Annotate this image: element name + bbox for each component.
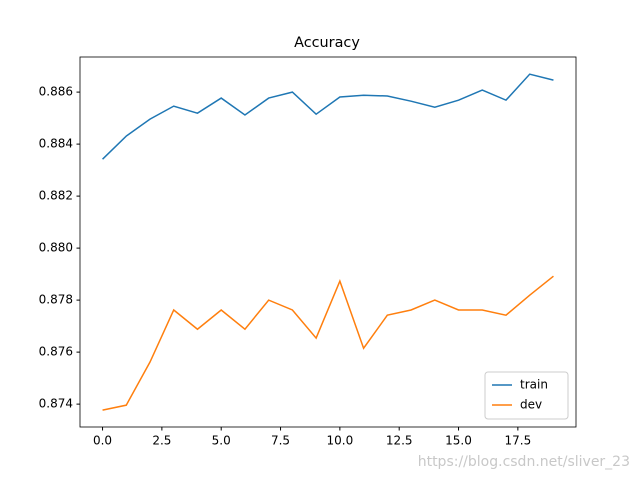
y-tick-label: 0.886 <box>39 85 73 99</box>
watermark: https://blog.csdn.net/sliver_23 <box>418 454 630 470</box>
chart-title: Accuracy <box>294 35 360 51</box>
legend-box <box>484 371 569 420</box>
x-tick-label: 5.0 <box>212 434 231 448</box>
y-tick-label: 0.882 <box>39 189 73 203</box>
y-tick-label: 0.874 <box>39 397 73 411</box>
legend-label: dev <box>520 398 542 412</box>
legend: train dev <box>484 371 569 420</box>
y-tick-label: 0.878 <box>39 293 73 307</box>
x-tick-label: 12.5 <box>386 434 413 448</box>
x-tick-label: 17.5 <box>504 434 531 448</box>
x-tick-label: 7.5 <box>271 434 290 448</box>
y-tick-label: 0.880 <box>39 241 73 255</box>
y-tick-label: 0.876 <box>39 345 73 359</box>
x-tick-label: 2.5 <box>152 434 171 448</box>
series-line <box>102 73 554 160</box>
y-tick-label: 0.884 <box>39 137 73 151</box>
series-line <box>102 275 554 411</box>
x-tick-label: 15.0 <box>445 434 472 448</box>
legend-label: train <box>520 378 548 392</box>
x-tick-label: 10.0 <box>327 434 354 448</box>
x-tick-label: 0.0 <box>93 434 112 448</box>
plot-frame <box>79 56 577 428</box>
